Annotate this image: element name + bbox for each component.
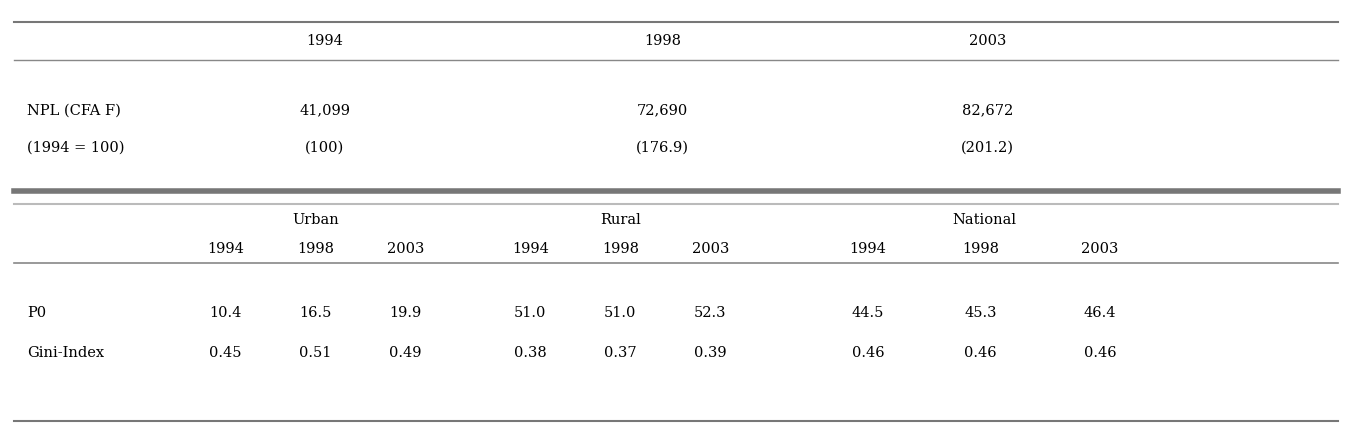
Text: 0.46: 0.46 bbox=[1084, 345, 1117, 359]
Text: 2003: 2003 bbox=[968, 34, 1006, 48]
Text: 44.5: 44.5 bbox=[852, 305, 884, 319]
Text: National: National bbox=[952, 212, 1017, 226]
Text: 51.0: 51.0 bbox=[514, 305, 546, 319]
Text: Urban: Urban bbox=[292, 212, 339, 226]
Text: 0.37: 0.37 bbox=[604, 345, 637, 359]
Text: 46.4: 46.4 bbox=[1084, 305, 1117, 319]
Text: 45.3: 45.3 bbox=[964, 305, 996, 319]
Text: 16.5: 16.5 bbox=[299, 305, 331, 319]
Text: (100): (100) bbox=[306, 141, 345, 154]
Text: 2003: 2003 bbox=[1082, 242, 1118, 256]
Text: 82,672: 82,672 bbox=[961, 104, 1013, 117]
Text: (201.2): (201.2) bbox=[961, 141, 1014, 154]
Text: 41,099: 41,099 bbox=[299, 104, 350, 117]
Text: 51.0: 51.0 bbox=[604, 305, 637, 319]
Text: 1998: 1998 bbox=[602, 242, 639, 256]
Text: 1994: 1994 bbox=[207, 242, 243, 256]
Text: NPL (CFA F): NPL (CFA F) bbox=[27, 104, 120, 117]
Text: (1994 = 100): (1994 = 100) bbox=[27, 141, 124, 154]
Text: 0.45: 0.45 bbox=[210, 345, 242, 359]
Text: 1998: 1998 bbox=[645, 34, 681, 48]
Text: 2003: 2003 bbox=[387, 242, 425, 256]
Text: 10.4: 10.4 bbox=[210, 305, 242, 319]
Text: 1998: 1998 bbox=[297, 242, 334, 256]
Text: 0.39: 0.39 bbox=[694, 345, 727, 359]
Text: 0.46: 0.46 bbox=[964, 345, 996, 359]
Text: 1994: 1994 bbox=[849, 242, 887, 256]
Text: 72,690: 72,690 bbox=[637, 104, 688, 117]
Text: 52.3: 52.3 bbox=[694, 305, 726, 319]
Text: 19.9: 19.9 bbox=[389, 305, 422, 319]
Text: (176.9): (176.9) bbox=[637, 141, 690, 154]
Text: 0.51: 0.51 bbox=[299, 345, 331, 359]
Text: Rural: Rural bbox=[600, 212, 641, 226]
Text: 0.46: 0.46 bbox=[852, 345, 884, 359]
Text: Gini-Index: Gini-Index bbox=[27, 345, 104, 359]
Text: 1994: 1994 bbox=[512, 242, 549, 256]
Text: 0.49: 0.49 bbox=[389, 345, 422, 359]
Text: 0.38: 0.38 bbox=[514, 345, 546, 359]
Text: P0: P0 bbox=[27, 305, 46, 319]
Text: 1998: 1998 bbox=[963, 242, 999, 256]
Text: 2003: 2003 bbox=[692, 242, 729, 256]
Text: 1994: 1994 bbox=[307, 34, 343, 48]
